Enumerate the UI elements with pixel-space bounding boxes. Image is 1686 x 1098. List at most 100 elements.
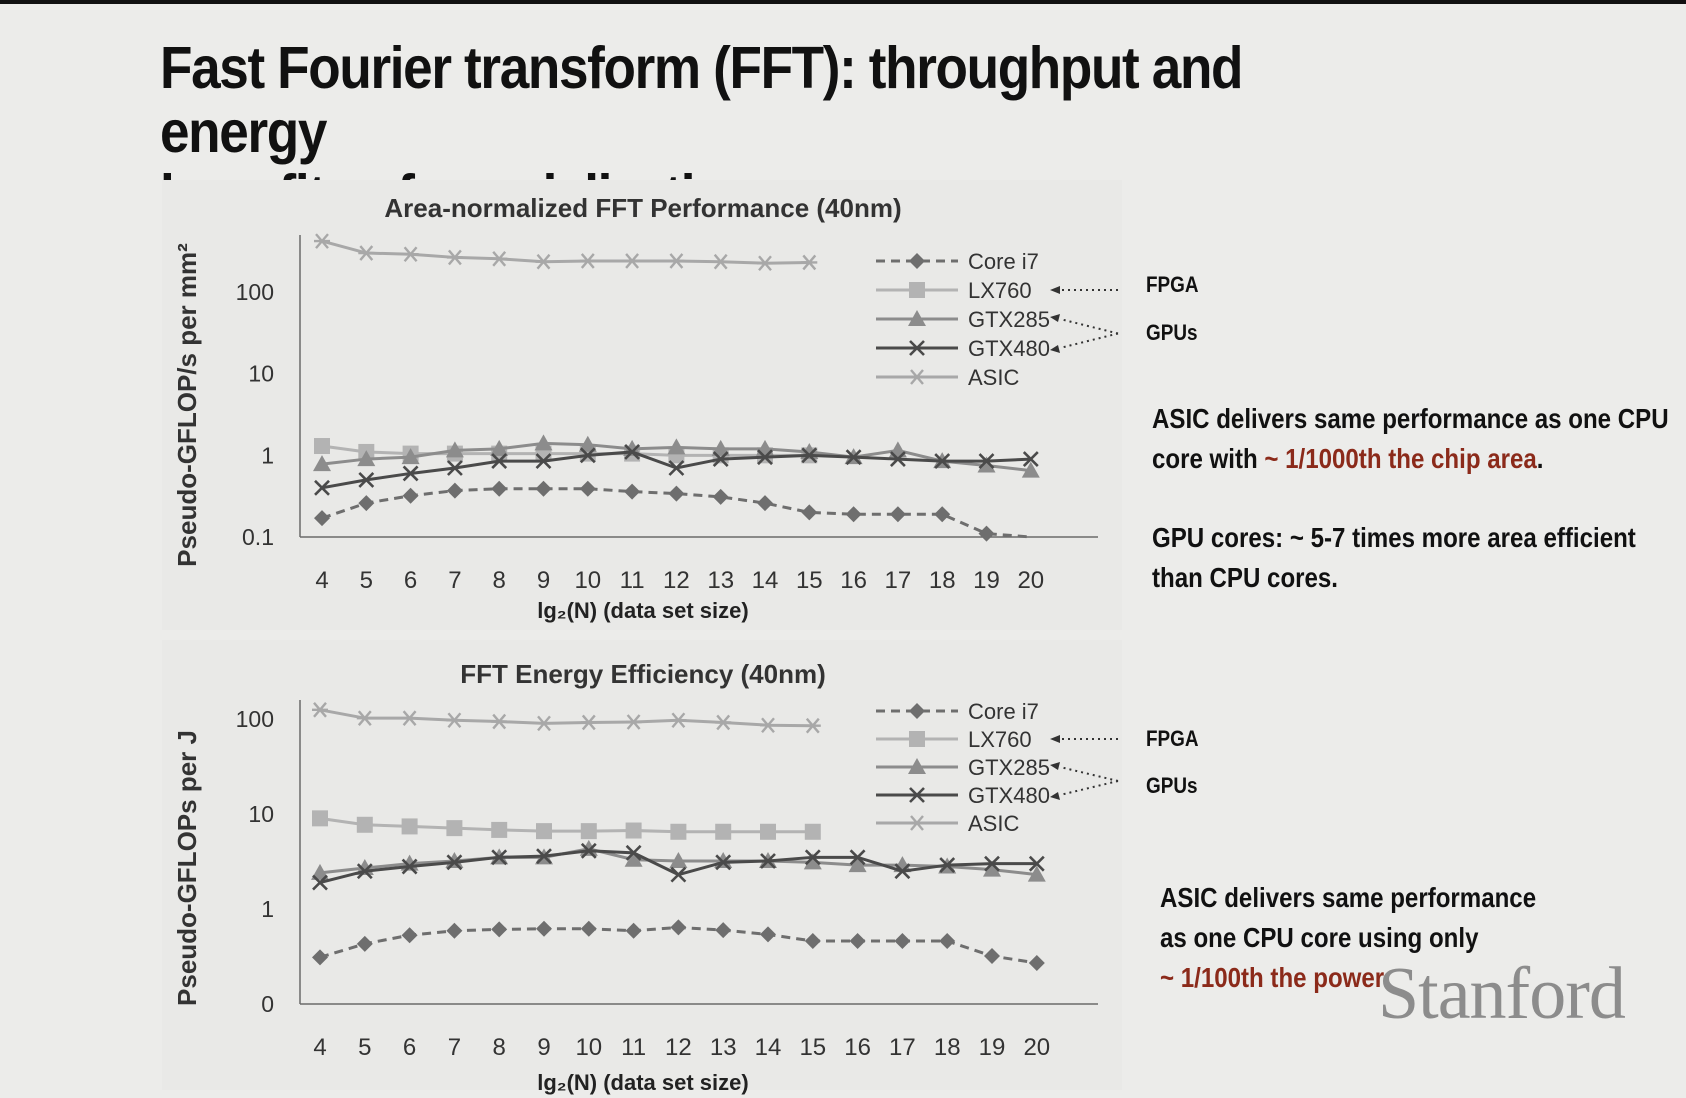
legend-entry: ASIC: [876, 365, 1019, 390]
legend-entry: GTX285: [876, 755, 1050, 780]
legend-label: Core i7: [968, 249, 1039, 274]
data-point: [978, 453, 995, 470]
legend-label: LX760: [968, 278, 1032, 303]
legend-label: LX760: [968, 727, 1032, 752]
x-tick-label: 12: [663, 567, 690, 594]
data-point: [715, 922, 732, 939]
data-point: [715, 854, 732, 871]
data-point: [536, 715, 552, 732]
data-point: [934, 506, 951, 523]
legend-label: Core i7: [968, 699, 1039, 724]
legend-annotation-arrows: [1050, 286, 1119, 353]
series-asic: [314, 233, 818, 272]
data-point: [804, 933, 821, 950]
data-point: [536, 920, 552, 937]
data-point: [760, 853, 776, 869]
data-point: [401, 858, 418, 875]
legend-entry: GTX285: [876, 307, 1050, 332]
data-point: [803, 853, 822, 870]
x-tick-label: 17: [885, 567, 912, 594]
series-core-i7: [312, 919, 1045, 972]
data-point: [801, 447, 818, 464]
data-point: [669, 852, 688, 869]
gpus-tag-perf: GPUs: [1146, 320, 1198, 345]
x-axis-label: lg₂(N) (data set size): [537, 598, 748, 623]
x-tick-label: 16: [840, 567, 867, 594]
legend-label: GTX285: [968, 307, 1050, 332]
data-point: [358, 495, 375, 512]
data-point: [845, 506, 862, 523]
data-point: [712, 488, 729, 505]
data-point: [579, 253, 596, 269]
y-tick-label: 1: [261, 442, 274, 468]
data-point: [1022, 451, 1039, 467]
data-point: [446, 249, 463, 266]
legend-swatch-marker: [909, 703, 925, 719]
data-point: [445, 441, 464, 458]
data-point: [579, 480, 596, 497]
data-point: [312, 810, 328, 827]
data-point: [356, 863, 373, 880]
x-tick-label: 10: [574, 567, 601, 594]
data-point: [312, 874, 328, 891]
y-tick-label: 0: [261, 991, 274, 1017]
data-point: [314, 233, 330, 249]
data-point: [1027, 865, 1046, 882]
data-point: [624, 483, 641, 500]
gtx480-arrow: [1059, 780, 1119, 796]
fpga-tag-energy: FPGA: [1146, 726, 1199, 751]
data-point: [491, 251, 508, 267]
x-tick-label: 15: [799, 1034, 826, 1061]
series-gtx480: [314, 444, 1039, 496]
gtx480-arrow: [1059, 332, 1119, 349]
data-point: [313, 455, 331, 472]
data-point: [757, 255, 773, 272]
data-point: [356, 710, 373, 726]
gpus-tag-energy: GPUs: [1146, 773, 1198, 798]
y-tick-label: 0.1: [242, 524, 274, 550]
data-point: [889, 451, 906, 467]
series-lx760: [312, 810, 821, 840]
data-point: [579, 447, 596, 464]
y-axis-label: Pseudo-GFLOP/s per mm²: [172, 243, 202, 567]
data-point: [624, 444, 641, 460]
x-tick-label: 9: [537, 1034, 550, 1061]
data-point: [668, 485, 685, 502]
legend-swatch-marker: [909, 815, 925, 831]
energy-chart: FFT Energy Efficiency (40nm) 0 1 10 100 4 5 6 7 8…: [162, 640, 1122, 1095]
data-point: [801, 504, 818, 521]
series-line: [321, 487, 1031, 539]
data-point: [984, 948, 1000, 965]
data-point: [668, 253, 685, 269]
data-point: [534, 434, 553, 451]
gtx285-arrow: [1059, 318, 1119, 335]
x-tick-label: 13: [707, 567, 734, 594]
perf-annotation-suffix: .: [1536, 443, 1544, 474]
gpu-annotation-line-1: GPU cores: ~ 5-7 times more area efficie…: [1152, 522, 1636, 553]
gtx480-arrowhead: [1050, 345, 1060, 353]
x-tick-label: 15: [796, 567, 823, 594]
data-point: [889, 506, 906, 523]
data-point: [715, 714, 732, 731]
data-point: [668, 460, 685, 476]
x-tick-label: 6: [403, 1034, 416, 1061]
data-point: [491, 821, 508, 838]
x-tick-label: 7: [448, 1034, 461, 1061]
data-point: [580, 823, 597, 840]
data-point: [670, 712, 687, 729]
data-point: [312, 702, 328, 718]
fpga-arrowhead: [1050, 735, 1060, 743]
energy-annotation-line-3: ~ 1/100th the power: [1160, 962, 1385, 993]
y-tick-label: 10: [248, 361, 274, 387]
data-point: [401, 927, 418, 944]
data-point: [314, 438, 330, 455]
chart-title: FFT Energy Efficiency (40nm): [460, 659, 826, 689]
data-point: [580, 920, 597, 937]
x-tick-label: 7: [448, 567, 461, 594]
data-point: [490, 439, 509, 456]
x-tick-label: 18: [934, 1034, 961, 1061]
perf-annotation-line-1: ASIC delivers same performance as one CP…: [1152, 403, 1669, 434]
legend-swatch-marker: [909, 282, 925, 298]
data-point: [801, 254, 818, 271]
data-point: [446, 712, 463, 729]
